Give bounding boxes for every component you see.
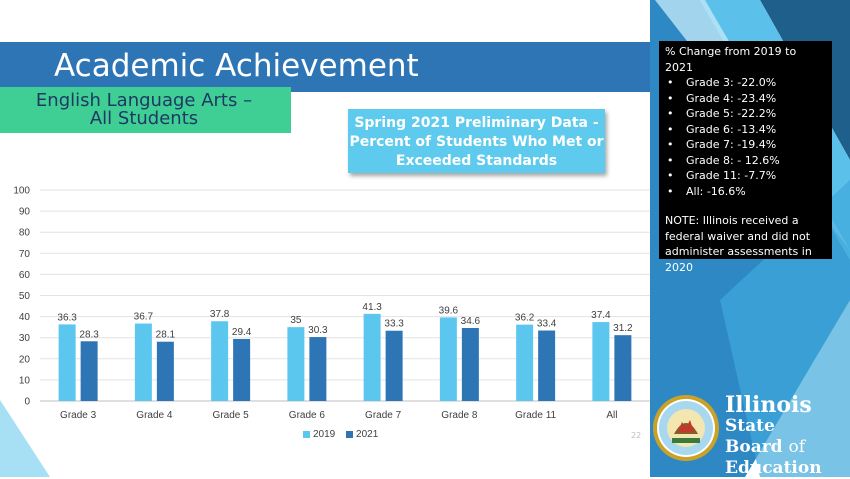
bar-2021 [538, 330, 556, 401]
chart-title: Spring 2021 Preliminary Data - Percent o… [349, 115, 604, 169]
list-item: Grade 4: -23.4% [665, 91, 826, 107]
slide-number: 22 [631, 431, 642, 440]
x-tick-label: Grade 11 [515, 410, 556, 421]
x-tick-label: Grade 3 [60, 410, 97, 421]
legend-label-2019: 2019 [313, 429, 336, 440]
list-item: All: -16.6% [665, 184, 826, 200]
data-label: 34.6 [461, 316, 481, 327]
bar-2019 [58, 324, 76, 401]
waiver-note: NOTE: Illinois received a federal waiver… [665, 214, 812, 274]
y-tick-label: 60 [19, 270, 31, 281]
list-item: Grade 6: -13.4% [665, 122, 826, 138]
y-tick-label: 30 [19, 333, 31, 344]
y-tick-label: 50 [19, 291, 31, 302]
x-tick-label: Grade 4 [136, 410, 173, 421]
list-item: Grade 11: -7.7% [665, 168, 826, 184]
logo-line-of: of [788, 437, 806, 457]
chart-title-box: Spring 2021 Preliminary Data - Percent o… [348, 109, 605, 173]
data-label: 29.4 [232, 327, 252, 338]
title-bar: Academic Achievement [0, 42, 650, 92]
y-tick-label: 100 [13, 186, 30, 197]
data-label: 37.8 [210, 309, 230, 320]
state-seal-icon [653, 395, 719, 461]
list-item: Grade 5: -22.2% [665, 106, 826, 122]
y-tick-label: 40 [19, 312, 31, 323]
y-tick-label: 80 [19, 228, 31, 239]
slide-title: Academic Achievement [54, 48, 419, 84]
bar-2021 [614, 335, 632, 401]
bar-2021 [461, 327, 479, 401]
data-label: 41.3 [362, 302, 382, 313]
slide-subtitle: English Language Arts – All Students [35, 90, 253, 129]
data-label: 31.2 [613, 323, 633, 334]
data-label: 37.4 [591, 310, 611, 321]
y-tick-label: 10 [19, 375, 31, 386]
logo-text: Illinois State Board of Education [725, 392, 838, 479]
legend-label-2021: 2021 [356, 429, 379, 440]
data-label: 28.1 [156, 330, 176, 341]
data-label: 36.3 [57, 312, 77, 323]
data-label: 33.3 [384, 319, 404, 330]
notes-heading: % Change from 2019 to 2021 [665, 45, 797, 74]
y-tick-label: 90 [19, 207, 31, 218]
data-label: 36.2 [515, 313, 535, 324]
x-tick-label: Grade 5 [213, 410, 250, 421]
subtitle-box: English Language Arts – All Students [0, 87, 291, 133]
data-label: 30.3 [308, 325, 328, 336]
data-label: 39.6 [439, 305, 459, 316]
list-item: Grade 7: -19.4% [665, 137, 826, 153]
bar-2019 [363, 313, 381, 401]
x-tick-label: Grade 7 [365, 410, 402, 421]
list-item: Grade 8: - 12.6% [665, 153, 826, 169]
bar-2019 [439, 317, 457, 401]
logo-line-education: Education [725, 458, 822, 478]
chart-legend: 2019 2021 [303, 429, 386, 440]
bar-2021 [233, 338, 251, 401]
legend-item-2019: 2019 [303, 429, 335, 440]
notes-list: Grade 3: -22.0% Grade 4: -23.4% Grade 5:… [665, 75, 826, 199]
bar-2021 [385, 330, 403, 401]
y-tick-label: 20 [19, 354, 31, 365]
x-tick-label: Grade 6 [289, 410, 326, 421]
bar-chart: 0 10 20 30 40 50 60 70 80 90 100 36.328.3 Grade 3 36.… [13, 186, 650, 421]
y-tick-label: 0 [24, 397, 30, 408]
data-label: 35 [290, 315, 302, 326]
bar-2021 [309, 337, 327, 401]
bar-2019 [134, 323, 152, 401]
bar-2019 [516, 324, 534, 401]
legend-swatch-2021 [346, 430, 354, 438]
list-item: Grade 3: -22.0% [665, 75, 826, 91]
bar-2021 [80, 341, 98, 401]
logo-line-illinois: Illinois [725, 392, 812, 418]
data-label: 33.4 [537, 319, 557, 330]
bar-2019 [211, 321, 229, 401]
logo-line-state-board: State Board [725, 416, 783, 457]
isbe-logo: Illinois State Board of Education [652, 391, 838, 478]
y-tick-label: 70 [19, 249, 31, 260]
x-tick-label: All [606, 410, 617, 421]
legend-swatch-2019 [303, 430, 310, 438]
bar-2021 [156, 341, 174, 401]
bar-2019 [287, 327, 305, 401]
bar-2019 [592, 322, 610, 401]
x-tick-label: Grade 8 [441, 410, 478, 421]
data-label: 36.7 [134, 312, 154, 323]
data-label: 28.3 [79, 329, 99, 340]
change-notes-panel: % Change from 2019 to 2021 Grade 3: -22.… [659, 41, 832, 274]
legend-item-2021: 2021 [346, 429, 378, 440]
